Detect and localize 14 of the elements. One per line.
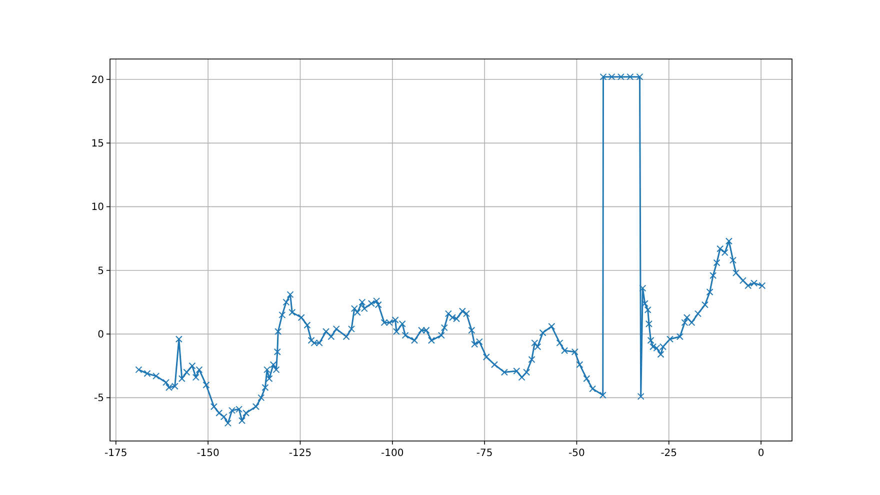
y-tick-label: 20 (91, 74, 104, 86)
y-tick-label: 10 (91, 202, 104, 214)
y-tick-label: -5 (94, 393, 104, 404)
x-tick-label: -50 (568, 448, 585, 459)
y-tick-label: 15 (91, 138, 104, 150)
x-tick-label: -25 (660, 448, 678, 459)
x-tick-label: -125 (288, 448, 312, 459)
y-tick-label: 5 (98, 266, 104, 277)
x-tick-label: -175 (104, 448, 128, 459)
x-tick-label: -75 (476, 448, 493, 459)
y-tick-label: 0 (98, 330, 104, 341)
x-tick-label: -150 (196, 448, 220, 459)
x-tick-label: 0 (758, 448, 764, 459)
x-tick-label: -100 (381, 448, 404, 459)
